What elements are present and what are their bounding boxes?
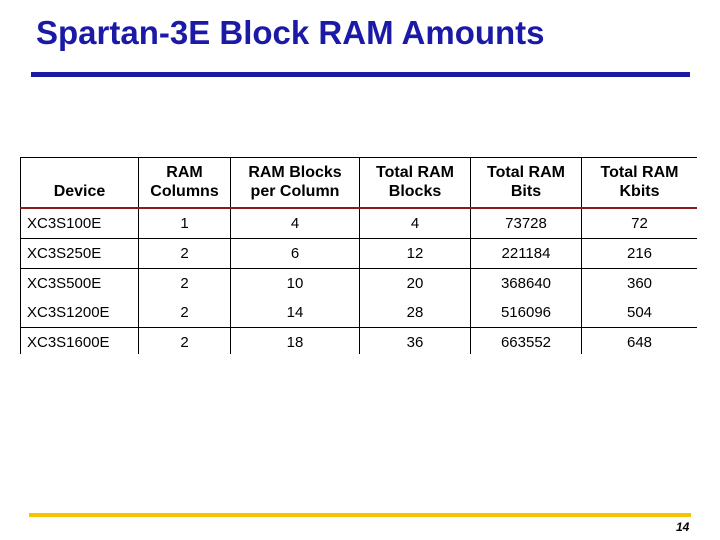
device-cell: XC3S500E <box>20 268 139 298</box>
header-total-bits: Total RAM Bits <box>470 157 582 209</box>
header-line: Total RAM <box>376 164 454 181</box>
page-number: 14 <box>676 520 690 534</box>
blocks-per-column-cell: 10 <box>230 268 360 298</box>
ram-columns-cell: 2 <box>138 298 231 328</box>
device-cell: XC3S1200E <box>20 298 139 328</box>
total-blocks-cell: 20 <box>359 268 471 298</box>
device-cell: XC3S100E <box>20 208 139 239</box>
total-blocks-cell: 28 <box>359 298 471 328</box>
total-kbits-cell: 504 <box>581 298 697 328</box>
table-header-row: Device RAM Columns RAM Blocks per Column… <box>20 157 697 209</box>
total-kbits-cell: 216 <box>581 238 697 269</box>
total-blocks-cell: 36 <box>359 327 471 354</box>
table-row: XC3S500E 2 10 20 368640 360 <box>20 268 697 298</box>
block-ram-table-container: Device RAM Columns RAM Blocks per Column… <box>20 157 697 354</box>
total-bits-cell: 221184 <box>470 238 582 269</box>
header-line: Total RAM <box>487 164 565 181</box>
table-row: XC3S1600E 2 18 36 663552 648 <box>20 327 697 354</box>
table-row: XC3S250E 2 6 12 221184 216 <box>20 238 697 269</box>
block-ram-table: Device RAM Columns RAM Blocks per Column… <box>20 157 697 354</box>
table-row: XC3S1200E 2 14 28 516096 504 <box>20 298 697 328</box>
total-kbits-cell: 72 <box>581 208 697 239</box>
total-blocks-cell: 4 <box>359 208 471 239</box>
header-device-label: Device <box>53 183 106 200</box>
ram-columns-cell: 2 <box>138 238 231 269</box>
ram-columns-cell: 2 <box>138 268 231 298</box>
header-device: Device <box>20 157 139 209</box>
ram-columns-cell: 2 <box>138 327 231 354</box>
header-line: per Column <box>250 183 340 200</box>
blocks-per-column-cell: 14 <box>230 298 360 328</box>
header-total-kbits: Total RAM Kbits <box>581 157 697 209</box>
total-bits-cell: 516096 <box>470 298 582 328</box>
ram-columns-cell: 1 <box>138 208 231 239</box>
total-kbits-cell: 648 <box>581 327 697 354</box>
header-line: Total RAM <box>600 164 679 181</box>
header-line: RAM Blocks <box>248 164 342 181</box>
header-total-blocks: Total RAM Blocks <box>359 157 471 209</box>
header-ram-columns: RAM Columns <box>138 157 231 209</box>
title-divider <box>31 72 690 77</box>
header-line: RAM <box>166 164 203 181</box>
blocks-per-column-cell: 18 <box>230 327 360 354</box>
header-blocks-per-column: RAM Blocks per Column <box>230 157 360 209</box>
header-line: Kbits <box>619 183 660 200</box>
blocks-per-column-cell: 6 <box>230 238 360 269</box>
total-blocks-cell: 12 <box>359 238 471 269</box>
table-row: XC3S100E 1 4 4 73728 72 <box>20 208 697 239</box>
total-bits-cell: 73728 <box>470 208 582 239</box>
blocks-per-column-cell: 4 <box>230 208 360 239</box>
total-bits-cell: 368640 <box>470 268 582 298</box>
device-cell: XC3S1600E <box>20 327 139 354</box>
total-bits-cell: 663552 <box>470 327 582 354</box>
device-cell: XC3S250E <box>20 238 139 269</box>
total-kbits-cell: 360 <box>581 268 697 298</box>
header-line: Blocks <box>388 183 442 200</box>
header-line: Columns <box>150 183 219 200</box>
footer-divider <box>29 513 691 517</box>
header-line: Bits <box>510 183 542 200</box>
slide-title: Spartan-3E Block RAM Amounts <box>36 14 545 51</box>
